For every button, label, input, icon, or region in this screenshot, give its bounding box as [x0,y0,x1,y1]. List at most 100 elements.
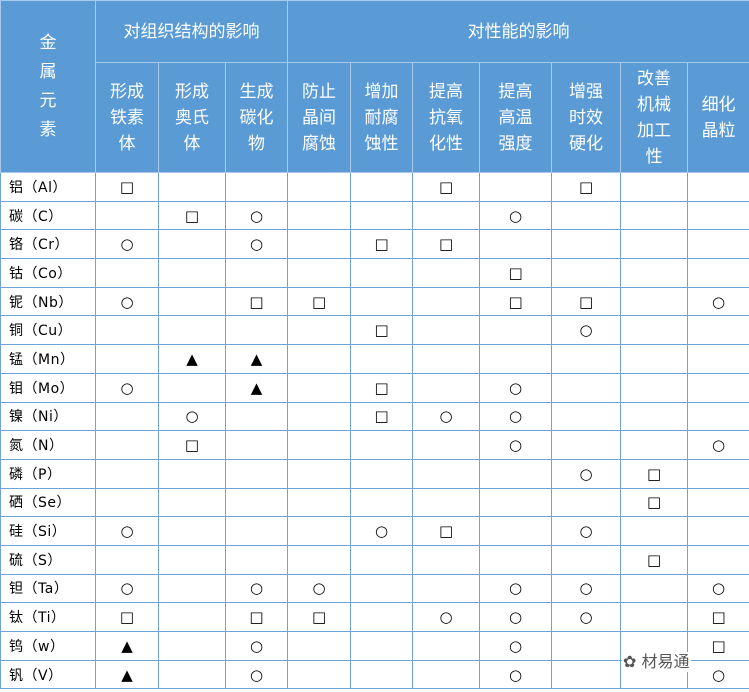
square-mark-icon: □ [184,206,200,225]
empty-cell [287,458,352,489]
empty-cell [551,430,622,460]
square-mark: □ [287,602,352,632]
watermark: ✿ 材易通 [622,652,691,672]
empty-cell [287,372,352,403]
empty-cell [687,258,749,288]
empty-cell [350,573,414,604]
circle-mark-icon: ○ [249,636,264,655]
square-mark: □ [224,286,289,317]
empty-cell [412,430,481,460]
empty-cell [287,631,352,661]
element-cell: 锰（Mn） [0,344,96,374]
empty-cell [479,315,553,346]
empty-cell [479,172,553,202]
empty-cell [620,286,689,317]
circle-mark-icon: ○ [249,665,264,684]
triangle-mark: ▲ [95,631,159,661]
empty-cell [687,229,749,260]
empty-cell [158,229,226,260]
empty-cell [620,516,689,546]
circle-mark: ○ [95,286,159,317]
empty-cell [287,344,352,374]
circle-mark: ○ [479,430,553,460]
circle-mark: ○ [479,631,553,661]
square-mark: □ [95,172,159,202]
circle-mark: ○ [412,602,481,632]
structure-group-header: 对组织结构的影响 [94,0,289,63]
column-header-label: 防止晶间腐蚀 [302,81,337,154]
circle-mark: ○ [687,573,749,604]
circle-mark-icon: ○ [579,321,593,340]
circle-mark: ○ [287,573,352,604]
triangle-mark-icon: ▲ [250,378,263,397]
circle-mark-icon: ○ [120,292,134,311]
circle-mark: ○ [479,602,553,632]
circle-mark: ○ [551,602,622,632]
square-mark: □ [95,602,159,632]
circle-mark-icon: ○ [249,235,264,254]
triangle-mark: ▲ [224,344,289,374]
square-mark-icon: □ [374,321,389,340]
element-cell: 硒（Se） [0,487,96,518]
circle-mark-icon: ○ [120,522,134,541]
empty-cell [224,258,289,288]
square-mark-icon: □ [646,464,662,483]
empty-cell [551,344,622,374]
empty-cell [620,172,689,202]
empty-cell [551,229,622,260]
empty-cell [95,430,159,460]
empty-cell [412,200,481,231]
empty-cell [350,344,414,374]
square-mark: □ [551,286,622,317]
element-cell: 硫（S） [0,544,96,575]
empty-cell [287,229,352,260]
empty-cell [350,631,414,661]
empty-cell [620,602,689,632]
circle-mark: ○ [687,286,749,317]
triangle-mark: ▲ [158,344,226,374]
circle-mark: ○ [551,573,622,604]
square-mark: □ [479,258,553,288]
circle-mark-icon: ○ [508,608,523,627]
element-cell: 钒（V） [0,659,96,690]
empty-cell [350,544,414,575]
empty-cell [687,544,749,575]
circle-mark-icon: ○ [508,579,523,598]
empty-cell [551,544,622,575]
circle-mark-icon: ○ [579,608,593,627]
empty-cell [620,258,689,288]
column-header-row: 形成铁素体 形成奥氏体 生成碳化物 防止晶间腐蚀 增加耐腐蚀性 提高抗氧化性 提高高温强度 增… [1,62,749,173]
circle-mark-icon: ○ [185,407,199,426]
empty-cell [412,344,481,374]
empty-cell [687,458,749,489]
empty-cell [551,372,622,403]
element-cell: 钴（Co） [0,258,96,288]
circle-mark-icon: ○ [508,436,523,455]
circle-mark: ○ [479,659,553,690]
circle-mark: ○ [224,229,289,260]
empty-cell [158,631,226,661]
empty-cell [412,372,481,403]
table-body: 铝（Al） □ □ □ 碳（C） □ ○ ○ 铬（Cr） ○ ○ □ □ 钴（Co） □ 铌（Nb） ○ □ □ □ □… [0,172,749,690]
empty-cell [687,372,749,403]
table-row: 钽（Ta） ○ ○ ○ ○ ○ ○ [0,573,749,604]
element-cell: 氮（N） [0,430,96,460]
square-mark-icon: □ [119,177,135,196]
empty-cell [350,286,414,317]
empty-cell [350,659,414,690]
element-cell: 铌（Nb） [0,286,96,317]
square-mark-icon: □ [374,407,389,426]
circle-mark: ○ [224,659,289,690]
circle-mark: ○ [479,372,553,403]
empty-cell [551,487,622,518]
square-mark-icon: □ [508,263,523,282]
empty-cell [687,315,749,346]
circle-mark: ○ [551,315,622,346]
square-mark-icon: □ [438,522,454,541]
empty-cell [95,544,159,575]
square-mark-icon: □ [578,292,594,311]
circle-mark: ○ [158,401,226,432]
element-cell: 铜（Cu） [0,315,96,346]
empty-cell [95,315,159,346]
